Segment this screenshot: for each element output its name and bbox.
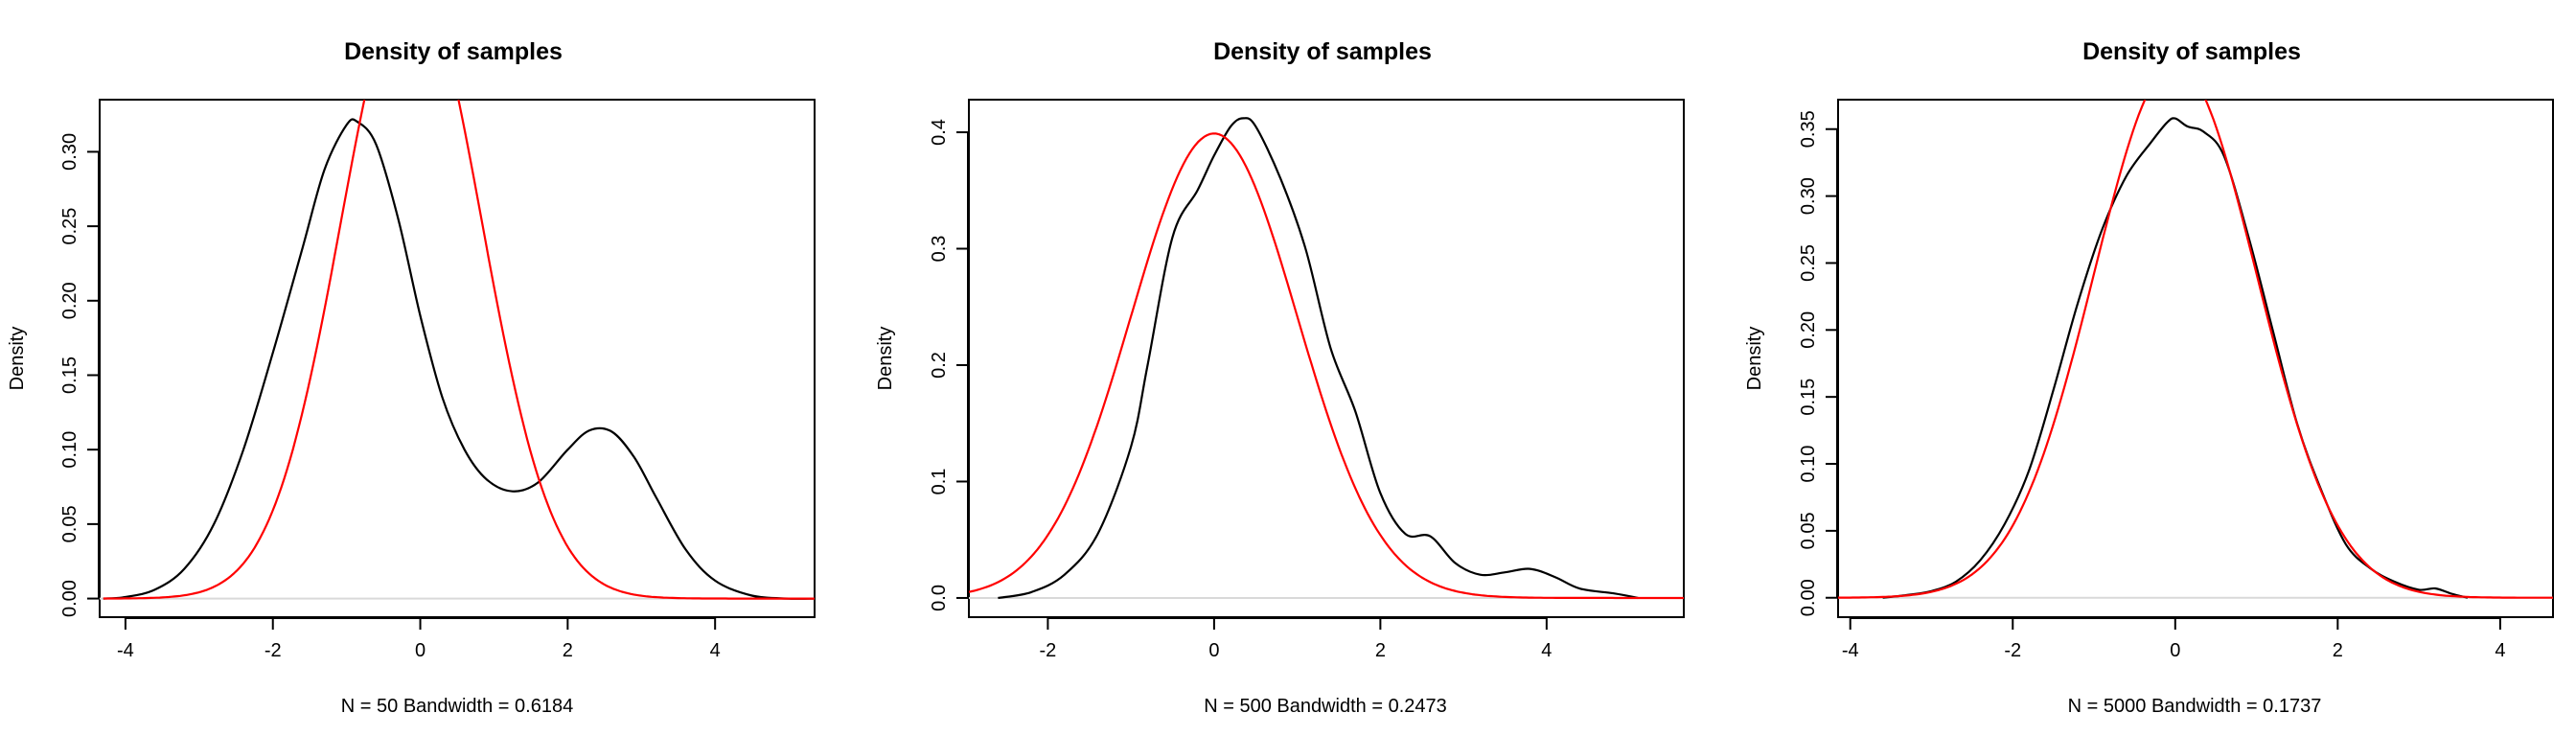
kernel-density-curve: [103, 118, 815, 600]
normal-density-curve: [103, 100, 815, 600]
x-tick-label: 4: [1541, 640, 1552, 661]
plot-frame: [99, 99, 816, 618]
x-tick-label: 2: [1375, 640, 1386, 661]
x-tick-label: 0: [2170, 640, 2180, 661]
x-axis: -4 -2 0 2 4: [1842, 617, 2505, 661]
y-tick-label: 0.05: [59, 505, 80, 542]
y-tick-label: 0.4: [929, 119, 950, 146]
x-tick-label: 2: [2333, 640, 2343, 661]
kernel-density-curve: [998, 117, 1639, 600]
y-tick-label: 0.20: [59, 282, 80, 319]
series-layer: [1838, 100, 2553, 599]
x-axis-label: N = 500 Bandwidth = 0.2473: [1204, 696, 1447, 717]
y-tick-label: 0.10: [1798, 446, 1819, 483]
x-tick-label: 0: [1208, 640, 1219, 661]
y-tick-label: 0.15: [59, 356, 80, 394]
y-tick-label: 0.25: [1798, 244, 1819, 282]
series-layer: [969, 117, 1684, 600]
x-tick-label: 4: [2495, 640, 2505, 661]
plot-frame: [1837, 99, 2554, 618]
chart-title: Density of samples: [344, 38, 563, 65]
y-tick-label: 0.0: [929, 585, 950, 611]
y-axis: 0.00 0.05 0.10 0.15 0.20 0.25 0.30: [59, 133, 100, 617]
x-axis: -4 -2 0 2 4: [117, 617, 721, 661]
normal-density-curve: [969, 132, 1684, 600]
y-tick-label: 0.00: [59, 580, 80, 617]
x-tick-label: 0: [415, 640, 426, 661]
y-tick-label: 0.15: [1798, 379, 1819, 416]
y-tick-label: 0.2: [929, 352, 950, 379]
y-tick-label: 0.05: [1798, 512, 1819, 549]
normal-density-curve: [1838, 100, 2553, 599]
plot-frame: [968, 99, 1685, 618]
y-tick-label: 0.00: [1798, 579, 1819, 616]
x-tick-label: -2: [264, 640, 282, 661]
y-tick-label: 0.10: [59, 431, 80, 469]
y-tick-label: 0.3: [929, 236, 950, 263]
series-layer: [100, 100, 815, 600]
x-axis: -2 0 2 4: [1040, 617, 1552, 661]
kernel-density-curve: [1882, 117, 2469, 599]
x-tick-label: -4: [117, 640, 134, 661]
y-axis-label: Density: [7, 327, 28, 391]
y-axis: 0.00 0.05 0.10 0.15 0.20 0.25 0.30 0.35: [1798, 110, 1838, 616]
x-axis-label: N = 50 Bandwidth = 0.6184: [341, 696, 573, 717]
y-tick-label: 0.20: [1798, 311, 1819, 349]
y-axis-label: Density: [1744, 327, 1765, 391]
panel-3: Density of samples N = 5000 Bandwidth = …: [1744, 38, 2554, 717]
y-tick-label: 0.25: [59, 208, 80, 245]
x-tick-label: 2: [563, 640, 573, 661]
x-tick-label: -2: [2004, 640, 2021, 661]
y-tick-label: 0.35: [1798, 110, 1819, 148]
x-tick-label: -4: [1842, 640, 1859, 661]
y-tick-label: 0.1: [929, 469, 950, 495]
y-tick-label: 0.30: [59, 133, 80, 171]
x-tick-label: -2: [1040, 640, 1057, 661]
panel-1: Density of samples N = 50 Bandwidth = 0.…: [7, 38, 816, 717]
y-axis-label: Density: [875, 327, 896, 391]
y-tick-label: 0.30: [1798, 177, 1819, 215]
x-tick-label: 4: [710, 640, 721, 661]
chart-title: Density of samples: [2082, 38, 2301, 65]
x-axis-label: N = 5000 Bandwidth = 0.1737: [2068, 696, 2322, 717]
y-axis: 0.0 0.1 0.2 0.3 0.4: [929, 119, 969, 611]
chart-title: Density of samples: [1213, 38, 1432, 65]
panel-2: Density of samples N = 500 Bandwidth = 0…: [875, 38, 1685, 717]
